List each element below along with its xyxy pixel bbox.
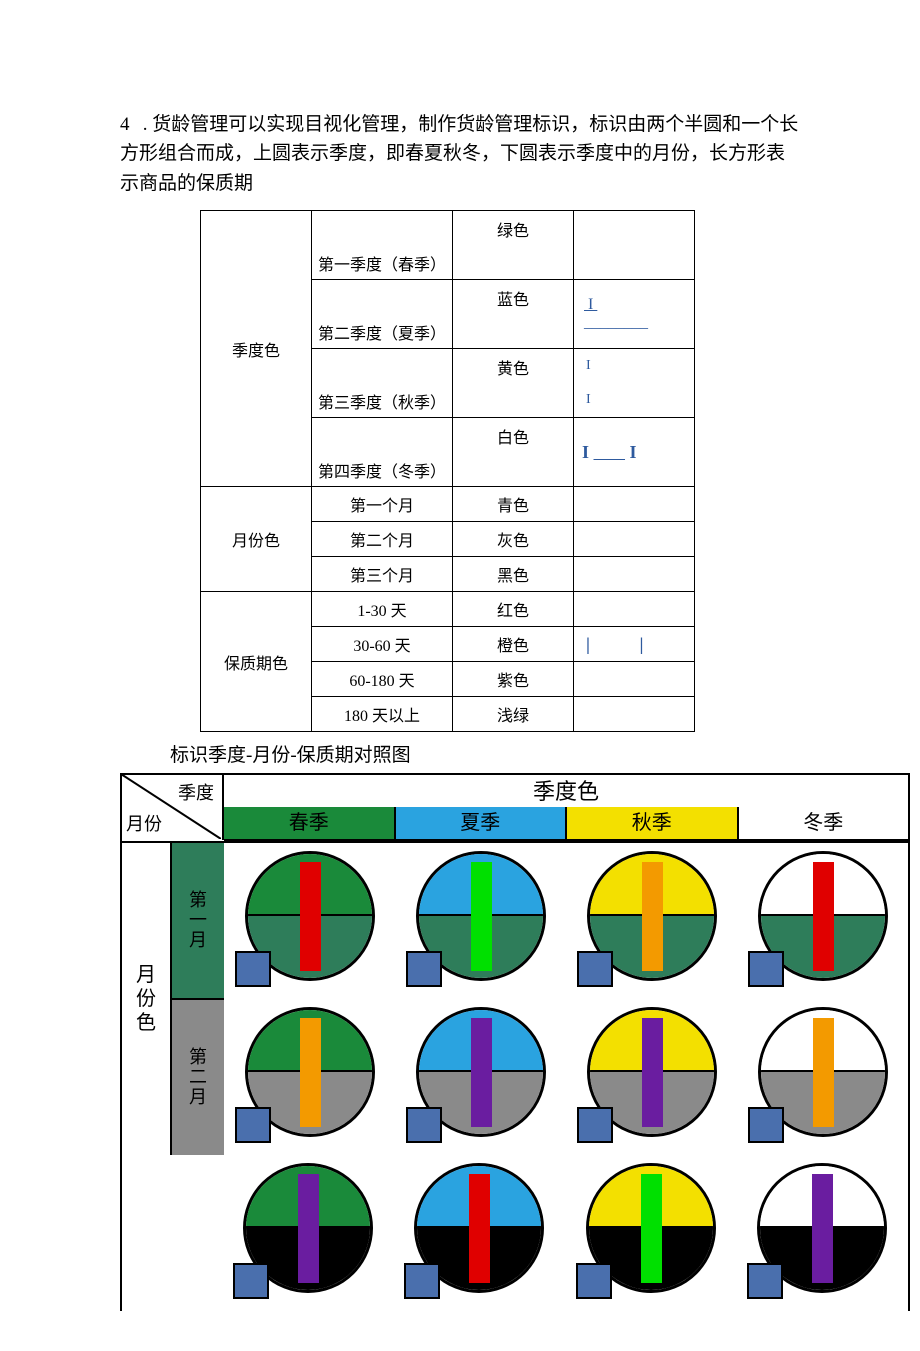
diag-cell: 季度 月份	[122, 775, 224, 840]
detail-cell: 60-180 天	[312, 662, 453, 697]
month-label: 第一月	[172, 843, 224, 1000]
sample-cell	[574, 487, 695, 522]
index-square	[235, 1107, 271, 1143]
matrix-figure: 季度 月份 季度色 春季夏季秋季冬季 月份色 第一月第二月	[120, 773, 910, 1311]
index-square	[748, 951, 784, 987]
grid-cell	[737, 1155, 909, 1311]
yaxis-label-cell: 月份色	[122, 843, 172, 1155]
sample-cell	[574, 697, 695, 732]
color-name-cell: 黄色	[453, 349, 574, 418]
detail-cell: 30-60 天	[312, 627, 453, 662]
sample-cell	[574, 592, 695, 627]
detail-cell: 第一个月	[312, 487, 453, 522]
group-label: 保质期色	[201, 592, 312, 732]
grid-cell	[395, 843, 566, 999]
month-label: 第二月	[172, 1000, 224, 1155]
index-square	[406, 1107, 442, 1143]
matrix-caption: 标识季度-月份-保质期对照图	[170, 740, 800, 767]
index-square	[406, 951, 442, 987]
grid-cell	[222, 1155, 394, 1311]
month-labels: 第一月第二月	[172, 843, 224, 1155]
detail-cell: 1-30 天	[312, 592, 453, 627]
color-name-cell: 浅绿	[453, 697, 574, 732]
detail-cell: 180 天以上	[312, 697, 453, 732]
grid-cell	[737, 843, 908, 999]
sample-cell	[574, 662, 695, 697]
grid-bottom	[222, 1155, 908, 1311]
index-square	[577, 951, 613, 987]
detail-cell: 第一季度（春季）	[312, 211, 453, 280]
index-square	[404, 1263, 440, 1299]
season-cell: 冬季	[739, 807, 909, 839]
season-row: 春季夏季秋季冬季	[224, 807, 908, 841]
index-square	[235, 951, 271, 987]
color-name-cell: 绿色	[453, 211, 574, 280]
sample-cell: I ________	[574, 280, 695, 349]
color-name-cell: 紫色	[453, 662, 574, 697]
grid-cell	[395, 999, 566, 1155]
sample-cell	[574, 522, 695, 557]
grid-cell	[224, 843, 395, 999]
matrix-body: 月份色 第一月第二月	[122, 843, 908, 1155]
paragraph-number: 4	[120, 110, 138, 139]
grid-cell	[566, 843, 737, 999]
color-name-cell: 蓝色	[453, 280, 574, 349]
detail-cell: 第二季度（夏季）	[312, 280, 453, 349]
index-square	[747, 1263, 783, 1299]
index-square	[233, 1263, 269, 1299]
color-name-cell: 黑色	[453, 557, 574, 592]
color-name-cell: 红色	[453, 592, 574, 627]
paragraph: 4 . 货龄管理可以实现目视化管理，制作货龄管理标识，标识由两个半圆和一个长方形…	[120, 110, 800, 198]
detail-cell: 第四季度（冬季）	[312, 418, 453, 487]
index-square	[577, 1107, 613, 1143]
color-table: 季度色第一季度（春季）绿色第二季度（夏季）蓝色 I ________ 第三季度（秋…	[200, 210, 695, 732]
detail-cell: 第二个月	[312, 522, 453, 557]
sample-cell: | |	[574, 627, 695, 662]
sample-cell: I I	[574, 418, 695, 487]
season-cell: 秋季	[567, 807, 739, 839]
detail-cell: 第三季度（秋季）	[312, 349, 453, 418]
color-name-cell: 橙色	[453, 627, 574, 662]
grid-cell	[224, 999, 395, 1155]
season-cell: 夏季	[396, 807, 568, 839]
grid-top	[224, 843, 908, 1155]
group-label: 月份色	[201, 487, 312, 592]
detail-cell: 第三个月	[312, 557, 453, 592]
yaxis-label: 月份色	[136, 963, 156, 1035]
color-name-cell: 灰色	[453, 522, 574, 557]
grid-cell	[394, 1155, 566, 1311]
index-square	[576, 1263, 612, 1299]
color-name-cell: 青色	[453, 487, 574, 522]
sample-cell	[574, 211, 695, 280]
grid-cell	[737, 999, 908, 1155]
matrix-header: 季度 月份 季度色 春季夏季秋季冬季	[122, 775, 908, 843]
grid-cell	[566, 999, 737, 1155]
paragraph-text: . 货龄管理可以实现目视化管理，制作货龄管理标识，标识由两个半圆和一个长方形组合…	[120, 114, 798, 194]
diag-bottom-label: 月份	[126, 810, 162, 836]
matrix-body-bottom	[122, 1155, 908, 1311]
season-title: 季度色	[224, 775, 908, 807]
color-name-cell: 白色	[453, 418, 574, 487]
diag-top-label: 季度	[178, 779, 214, 805]
sample-cell: II	[574, 349, 695, 418]
season-cell: 春季	[224, 807, 396, 839]
grid-cell	[565, 1155, 737, 1311]
group-label: 季度色	[201, 211, 312, 487]
index-square	[748, 1107, 784, 1143]
sample-cell	[574, 557, 695, 592]
